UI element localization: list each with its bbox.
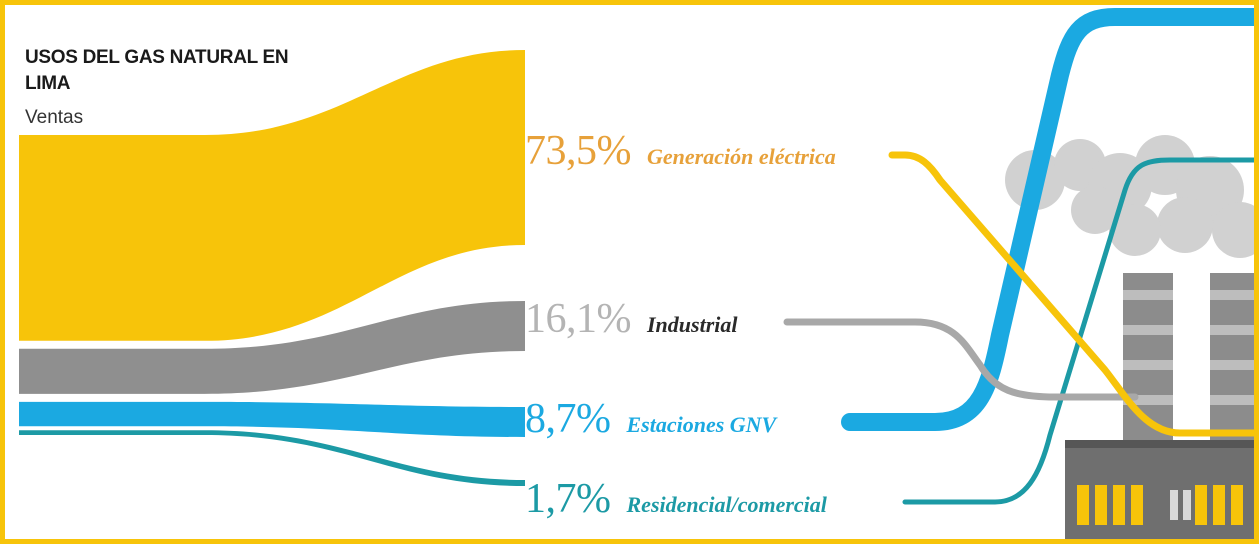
label-row-gnv: 8,7% Estaciones GNV	[525, 395, 776, 443]
label-row-generacion: 73,5% Generación eléctrica	[525, 127, 836, 175]
chimney-right	[1210, 273, 1255, 453]
category-label: Generación eléctrica	[647, 144, 836, 170]
value-label: 1,7%	[525, 475, 611, 523]
category-label: Estaciones GNV	[627, 412, 777, 438]
factory-building	[1065, 440, 1259, 544]
value-label: 8,7%	[525, 395, 611, 443]
value-label: 73,5%	[525, 127, 631, 175]
factory-illustration	[1005, 135, 1259, 544]
band-residencial	[19, 430, 525, 486]
chimney-left	[1123, 273, 1173, 453]
label-row-residencial: 1,7% Residencial/comercial	[525, 475, 827, 523]
value-label: 16,1%	[525, 295, 631, 343]
chart-title: USOS DEL GAS NATURAL EN LIMA	[25, 45, 325, 97]
chart-subtitle: Ventas	[25, 107, 83, 129]
label-row-industrial: 16,1% Industrial	[525, 295, 738, 343]
category-label: Residencial/comercial	[627, 492, 827, 518]
category-label: Industrial	[647, 312, 738, 338]
